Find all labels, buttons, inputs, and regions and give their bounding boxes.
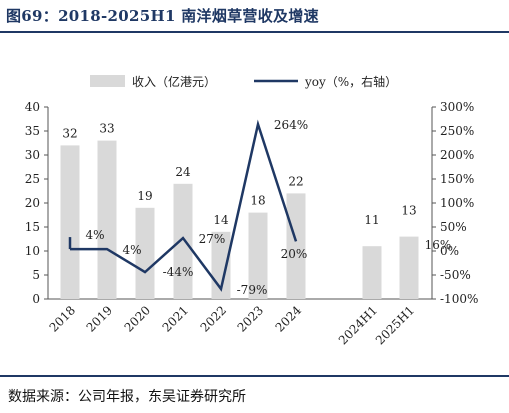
right-tick-label: 250% [440,124,474,138]
left-tick-label: 15 [25,220,40,234]
bar-value-label: 18 [250,194,265,208]
bar-value-label: 14 [213,213,229,227]
x-tick-label: 2019 [84,303,115,334]
right-tick-label: 150% [440,172,474,186]
x-tick-label: 2025H1 [373,303,417,347]
right-tick-label: 200% [440,148,474,162]
bar-2024 [286,193,306,299]
x-tick-label: 2024 [273,303,305,335]
left-tick-label: 0 [32,292,40,306]
bar-value-label: 19 [137,189,152,203]
bar-value-label: 13 [401,204,416,218]
bar-2019 [97,140,117,299]
left-tick-label: 35 [25,124,40,138]
left-tick-label: 25 [25,172,40,186]
left-tick-label: 40 [25,100,40,114]
yoy-extra-label: 16% [425,238,452,252]
right-tick-label: 0% [440,244,459,258]
yoy-value-label: 20% [281,247,308,261]
bar-value-label: 33 [99,122,114,136]
yoy-value-label: 27% [199,232,226,246]
bar-2023 [248,212,268,299]
left-tick-label: 20 [25,196,40,210]
bar-2025h1 [399,236,419,299]
bar-value-label: 22 [288,174,303,188]
x-tick-label: 2021 [160,303,191,334]
yoy-value-label: 4% [85,228,104,242]
x-tick-label: 2023 [235,303,266,334]
right-tick-label: 100% [440,196,474,210]
yoy-value-label: 264% [274,118,308,132]
right-tick-label: -50% [440,268,471,282]
x-tick-label: 2018 [47,303,78,334]
legend-bar-swatch [90,75,125,87]
legend-line-label: yoy（%，右轴） [304,74,397,89]
left-tick-label: 5 [32,268,40,282]
bar-2018 [60,145,80,299]
yoy-value-label: -79% [237,283,268,297]
left-tick-label: 10 [25,244,40,258]
left-tick-label: 30 [25,148,40,162]
right-tick-label: 300% [440,100,474,114]
title-rule [0,31,509,33]
bar-2024h1 [362,246,382,299]
figure-title: 图69：2018-2025H1 南洋烟草营收及增速 [6,7,319,25]
right-tick-label: -100% [440,292,478,306]
bar-value-label: 11 [364,213,379,227]
source-rule [0,375,509,377]
bar-2020 [135,207,155,299]
x-tick-label: 2022 [198,303,229,334]
bar-value-label: 32 [62,126,77,140]
yoy-value-label: 4% [122,243,141,257]
x-tick-label: 2020 [122,303,153,334]
bar-2021 [173,183,193,299]
source-note: 数据来源：公司年报，东吴证券研究所 [8,389,246,405]
yoy-value-label: -44% [163,265,194,279]
yoy-line [70,119,298,292]
right-tick-label: 50% [440,220,467,234]
bar-value-label: 24 [175,165,191,179]
legend-bar-label: 收入（亿港元） [132,74,216,89]
x-tick-label: 2024H1 [336,303,380,347]
